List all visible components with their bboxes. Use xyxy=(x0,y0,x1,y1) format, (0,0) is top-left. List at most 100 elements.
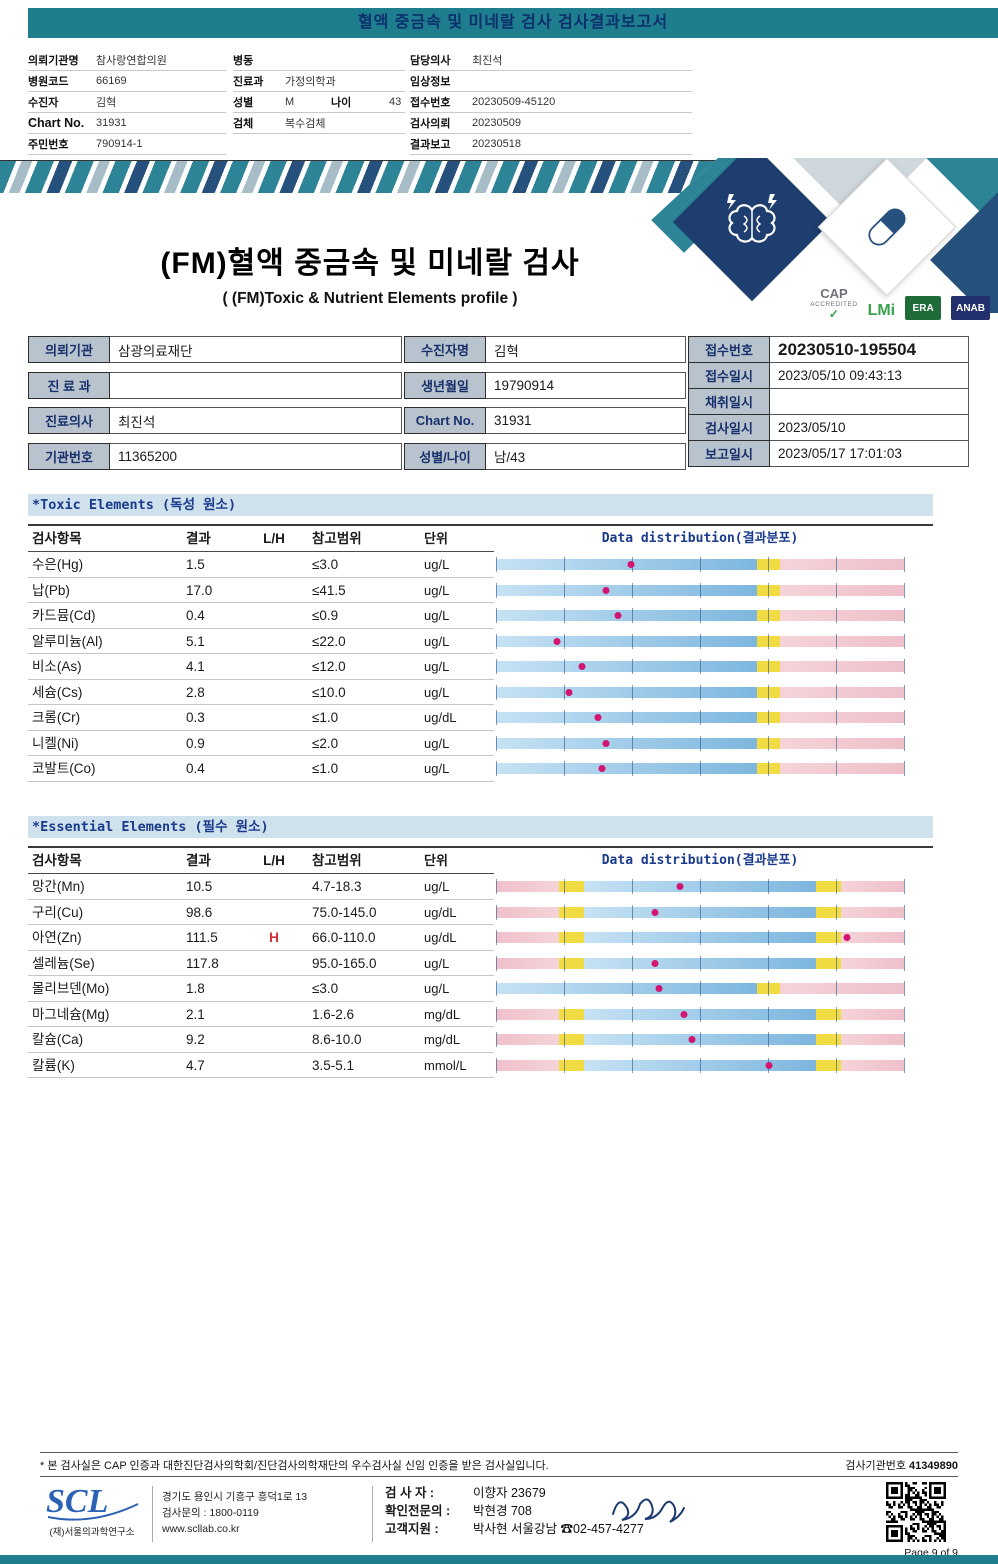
info-value: 2023/05/10 09:43:13 xyxy=(770,362,969,389)
field-value: 김혁 xyxy=(96,97,117,109)
patient-field: Chart No. 31931 xyxy=(28,113,226,134)
test-name: 카드뮴(Cd) xyxy=(32,608,96,623)
bar-tick xyxy=(496,608,497,623)
bar-segment xyxy=(840,1059,904,1071)
bar-tick xyxy=(700,1057,701,1073)
bar-tick xyxy=(496,904,497,920)
distribution-bar xyxy=(496,1006,905,1022)
bar-tick xyxy=(700,608,701,623)
info-row: 성별/나이 남/43 xyxy=(404,442,686,470)
test-unit: ug/L xyxy=(424,955,450,971)
test-name: 알루미늄(Al) xyxy=(32,633,103,649)
brain-icon xyxy=(696,166,808,278)
distribution-bar xyxy=(496,879,905,894)
lab-org-number-label: 검사기관번호 xyxy=(845,1459,906,1472)
cert-logo-subtext: ACCREDITED xyxy=(810,301,858,308)
bar-tick xyxy=(631,904,633,920)
bar-segment xyxy=(816,1034,841,1045)
test-name: 코발트(Co) xyxy=(32,761,96,776)
row-rule xyxy=(28,627,494,629)
info-row: 기관번호 11365200 xyxy=(28,442,402,470)
bar-tick xyxy=(631,633,633,649)
test-result: 2.8 xyxy=(186,684,205,700)
bar-tick xyxy=(904,557,905,572)
bar-tick xyxy=(700,659,701,674)
info-label: 진 료 과 xyxy=(28,371,110,399)
bar-tick xyxy=(563,735,565,751)
bar-segment xyxy=(496,559,758,570)
test-name: 수은(Hg) xyxy=(32,557,84,572)
bar-segment xyxy=(496,712,758,723)
test-unit: ug/L xyxy=(424,557,450,572)
accreditation-note: * 본 검사실은 CAP 인증과 대한진단검사의학회/진단검사의학재단의 우수검… xyxy=(40,1459,549,1472)
row-rule xyxy=(28,1051,494,1053)
field-value: 복수검체 xyxy=(285,118,326,130)
bar-segment xyxy=(779,983,904,994)
info-label: 보고일시 xyxy=(688,440,770,467)
field-label: 성별 xyxy=(233,97,254,109)
bar-tick xyxy=(700,1006,701,1022)
bar-segment xyxy=(840,906,904,918)
test-name: 크롬(Cr) xyxy=(32,710,81,725)
test-result: 1.8 xyxy=(186,981,205,996)
row-rule xyxy=(28,898,494,900)
bar-tick xyxy=(496,1032,497,1047)
row-rule xyxy=(28,602,494,603)
info-label: 채취일시 xyxy=(688,388,770,415)
info-label: 접수번호 xyxy=(688,336,770,363)
reference-range: ≤3.0 xyxy=(312,557,339,572)
bar-tick xyxy=(563,633,565,649)
patient-field: 임상정보 xyxy=(410,71,692,92)
row-rule xyxy=(28,1077,494,1078)
result-row: 구리(Cu) 98.6 75.0-145.0 ug/dL xyxy=(28,900,933,925)
bar-segment xyxy=(779,737,904,749)
test-unit: ug/dL xyxy=(424,930,457,945)
table-header-row: 검사항목 결과 L/H 참고범위 단위 Data distribution(결과분포) xyxy=(28,848,933,874)
bar-tick xyxy=(563,761,565,776)
patient-field: 검사의뢰 20230509 xyxy=(410,113,692,134)
result-row: 마그네슘(Mg) 2.1 1.6-2.6 mg/dL xyxy=(28,1002,933,1027)
info-value: 19790914 xyxy=(486,371,686,399)
bar-tick xyxy=(700,582,701,598)
scl-logo-text: SCL xyxy=(46,1483,108,1520)
field-value: 최진석 xyxy=(472,55,503,67)
staff-block: 검 사 자 : 이향자 23679 확인전문의 : 박현경 708 고객지원 : 박사현 … xyxy=(385,1484,644,1538)
reference-range: 4.7-18.3 xyxy=(312,879,362,894)
reference-range: ≤1.0 xyxy=(312,710,339,725)
distribution-bar xyxy=(496,659,905,674)
bar-tick xyxy=(767,761,769,776)
bar-tick xyxy=(631,981,633,996)
result-dot xyxy=(614,612,622,619)
field-label: 검사의뢰 xyxy=(410,118,451,130)
field-label: 진료과 xyxy=(233,76,264,88)
bar-tick xyxy=(904,904,905,920)
info-label: 의뢰기관 xyxy=(28,336,110,363)
bar-tick xyxy=(631,608,633,623)
reference-range: ≤12.0 xyxy=(312,659,346,674)
row-rule xyxy=(28,678,494,680)
test-unit: ug/L xyxy=(424,735,450,751)
patient-field: 결과보고 20230518 xyxy=(410,134,692,155)
bar-tick xyxy=(496,1006,497,1022)
info-label: 기관번호 xyxy=(28,442,110,470)
result-dot xyxy=(578,663,586,670)
row-rule xyxy=(28,780,494,782)
distribution-bar xyxy=(496,904,905,920)
bar-tick xyxy=(496,710,497,725)
field-value: 66169 xyxy=(96,75,127,87)
bar-tick xyxy=(700,633,701,649)
test-result: 4.1 xyxy=(186,659,205,674)
bar-tick xyxy=(904,930,905,945)
field-label: 병동 xyxy=(233,55,254,67)
bar-segment xyxy=(840,881,904,892)
bar-tick xyxy=(563,904,565,920)
bar-segment xyxy=(779,712,904,723)
result-row: 몰리브덴(Mo) 1.8 ≤3.0 ug/L xyxy=(28,976,933,1002)
result-row: 칼륨(K) 4.7 3.5-5.1 mmol/L xyxy=(28,1053,933,1078)
result-dot xyxy=(602,586,610,594)
bar-tick xyxy=(836,1032,837,1047)
bar-tick xyxy=(700,710,701,725)
bar-segment xyxy=(779,584,904,596)
test-unit: ug/L xyxy=(424,684,450,700)
row-rule xyxy=(28,1000,494,1002)
